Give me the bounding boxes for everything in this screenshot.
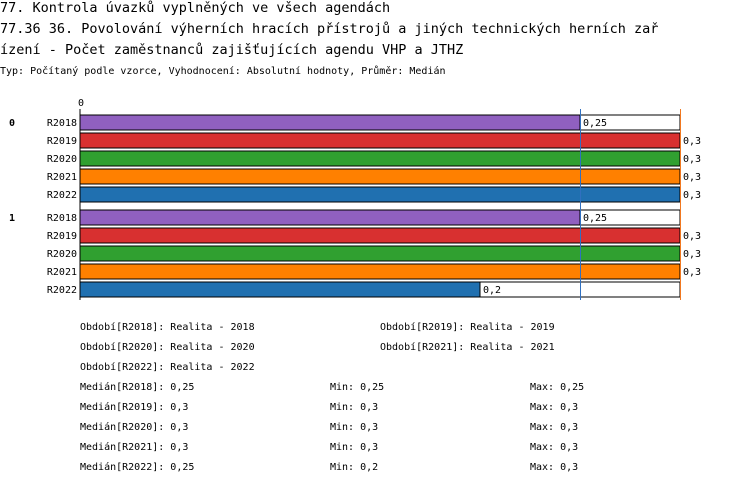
legend-period-r2021: Období[R2021]: Realita - 2021 (380, 342, 555, 353)
legend-period-r2022: Období[R2022]: Realita - 2022 (80, 362, 255, 373)
stat-min: Min: 0,25 (330, 382, 385, 393)
category-label: R2020 (47, 249, 77, 260)
chart-title-line-1: 77. Kontrola úvazků vyplněných ve všech … (0, 0, 391, 16)
legend-period-r2020: Období[R2020]: Realita - 2020 (80, 342, 255, 353)
bar (79, 281, 481, 298)
stat-min: Min: 0,3 (330, 402, 379, 413)
chart-title-line-3: ízení - Počet zaměstnanců zajišťujících … (0, 42, 464, 58)
chart-subtitle: Typ: Počítaný podle vzorce, Vyhodnocení:… (0, 66, 446, 77)
category-label: R2021 (47, 172, 77, 183)
bar (79, 263, 681, 280)
value-label: 0,3 (683, 172, 701, 183)
legend-period-r2019: Období[R2019]: Realita - 2019 (380, 322, 555, 333)
group-label: 0 (9, 118, 15, 129)
category-label: R2020 (47, 154, 77, 165)
value-label: 0,3 (683, 190, 701, 201)
bar (79, 168, 681, 185)
stat-max: Max: 0,3 (530, 442, 579, 453)
stat-max: Max: 0,25 (530, 382, 585, 393)
category-label: R2022 (47, 190, 77, 201)
category-label: R2018 (47, 213, 77, 224)
stat-min: Min: 0,3 (330, 422, 379, 433)
stat-max: Max: 0,3 (530, 422, 579, 433)
legend-period-r2018: Období[R2018]: Realita - 2018 (80, 322, 255, 333)
axis-zero-label: 0 (78, 98, 84, 109)
category-label: R2019 (47, 231, 77, 242)
bar (79, 114, 581, 131)
group-label: 1 (9, 213, 15, 224)
bar (79, 209, 581, 226)
category-label: R2021 (47, 267, 77, 278)
value-label: 0,3 (683, 267, 701, 278)
stat-median: Medián[R2022]: 0,25 (80, 462, 195, 473)
value-label: 0,3 (683, 231, 701, 242)
stat-max: Max: 0,3 (530, 402, 579, 413)
stat-median: Medián[R2019]: 0,3 (80, 402, 189, 413)
value-label: 0,25 (583, 213, 607, 224)
bar (79, 186, 681, 203)
bar (79, 245, 681, 262)
bar (79, 227, 681, 244)
value-label: 0,3 (683, 154, 701, 165)
stat-median: Medián[R2021]: 0,3 (80, 442, 189, 453)
value-label: 0,3 (683, 136, 701, 147)
value-label: 0,2 (483, 285, 501, 296)
stat-median: Medián[R2020]: 0,3 (80, 422, 189, 433)
stat-min: Min: 0,2 (330, 462, 379, 473)
bar (79, 132, 681, 149)
stat-max: Max: 0,3 (530, 462, 579, 473)
value-label: 0,3 (683, 249, 701, 260)
category-label: R2018 (47, 118, 77, 129)
category-label: R2019 (47, 136, 77, 147)
value-label: 0,25 (583, 118, 607, 129)
bar (79, 150, 681, 167)
stat-min: Min: 0,3 (330, 442, 379, 453)
chart-title-line-2: 77.36 36. Povolování výherních hracích p… (0, 21, 659, 37)
category-label: R2022 (47, 285, 77, 296)
stat-median: Medián[R2018]: 0,25 (80, 382, 195, 393)
